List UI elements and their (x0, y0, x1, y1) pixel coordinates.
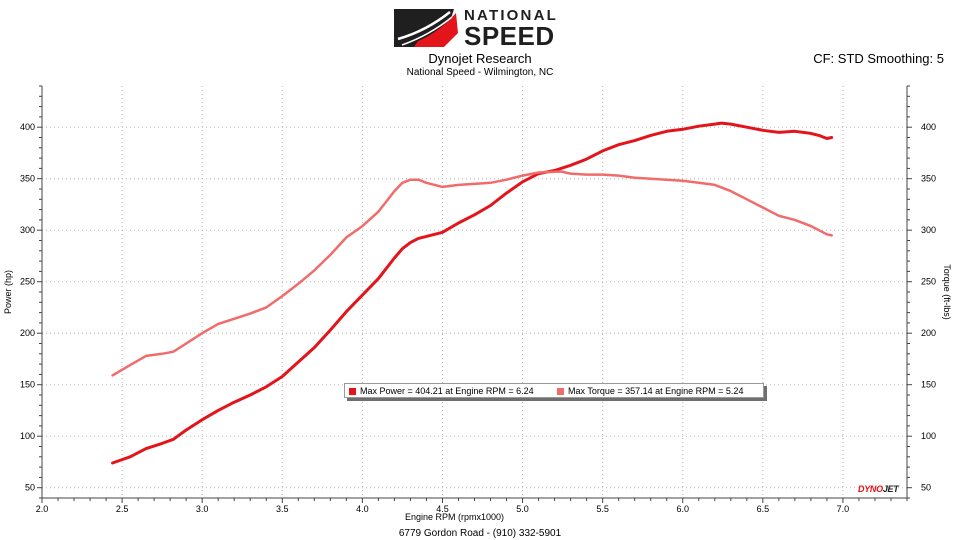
y2-tick-label: 200 (921, 328, 936, 338)
chart-subtitle: National Speed - Wilmington, NC (406, 67, 554, 78)
legend-swatch-power (349, 388, 356, 395)
y2-tick-label: 350 (921, 174, 936, 184)
torque-curve (111, 170, 833, 377)
y2-tick-label: 150 (921, 380, 936, 390)
logo-brand-line2: SPEED (464, 21, 555, 49)
legend-text-power: Max Power = 404.21 at Engine RPM = 6.24 (360, 386, 534, 396)
x-tick-label: 6.0 (676, 504, 689, 514)
dynojet-watermark-part2: JET (882, 484, 899, 494)
x-tick-label: 6.5 (757, 504, 770, 514)
y2-tick-label: 250 (921, 277, 936, 287)
y2-tick-label: 300 (921, 225, 936, 235)
legend-swatch-torque (557, 388, 564, 395)
logo-emblem-swoosh-2 (401, 16, 453, 46)
y-tick-label: 100 (20, 431, 35, 441)
x-tick-label: 3.0 (196, 504, 209, 514)
y-tick-label: 50 (25, 483, 35, 493)
x-tick-label: 2.5 (116, 504, 129, 514)
footer-address: 6779 Gordon Road - (910) 332-5901 (398, 528, 562, 539)
national-speed-logo: NATIONAL SPEED (394, 7, 558, 49)
y-tick-label: 250 (20, 277, 35, 287)
x-tick-label: 3.5 (276, 504, 289, 514)
legend-item-power: Max Power = 404.21 at Engine RPM = 6.24 (345, 384, 534, 399)
legend-item-torque: Max Torque = 357.14 at Engine RPM = 5.24 (553, 384, 743, 399)
y2-tick-label: 100 (921, 431, 936, 441)
y2-tick-label: 400 (921, 122, 936, 132)
x-axis-label: Engine RPM (rpmx1000) (405, 512, 504, 522)
x-tick-label: 5.0 (516, 504, 529, 514)
correction-factor-label: CF: STD Smoothing: 5 (813, 51, 944, 66)
logo-brand-line1: NATIONAL (464, 7, 558, 24)
y-tick-label: 350 (20, 174, 35, 184)
x-tick-label: 4.0 (356, 504, 369, 514)
y-tick-label: 300 (20, 225, 35, 235)
x-tick-label: 7.0 (837, 504, 850, 514)
max-values-legend: Max Power = 404.21 at Engine RPM = 6.24 … (344, 383, 764, 398)
dynojet-watermark-part1: DYNO (858, 484, 883, 494)
x-tick-label: 4.5 (436, 504, 449, 514)
y2-tick-label: 50 (921, 483, 931, 493)
y2-axis-label: Torque (ft-lbs) (942, 264, 952, 320)
logo-emblem-red (414, 13, 458, 47)
x-tick-label: 2.0 (36, 504, 49, 514)
y-axis-label: Power (hp) (3, 270, 13, 314)
chart-title: Dynojet Research (428, 51, 532, 66)
dynojet-watermark: DYNOJET (858, 484, 899, 494)
y-tick-label: 400 (20, 122, 35, 132)
x-tick-label: 5.5 (596, 504, 609, 514)
y-tick-label: 200 (20, 328, 35, 338)
power-curve (111, 121, 834, 465)
logo-emblem-swoosh (397, 11, 451, 41)
y-tick-label: 150 (20, 380, 35, 390)
legend-text-torque: Max Torque = 357.14 at Engine RPM = 5.24 (568, 386, 744, 396)
